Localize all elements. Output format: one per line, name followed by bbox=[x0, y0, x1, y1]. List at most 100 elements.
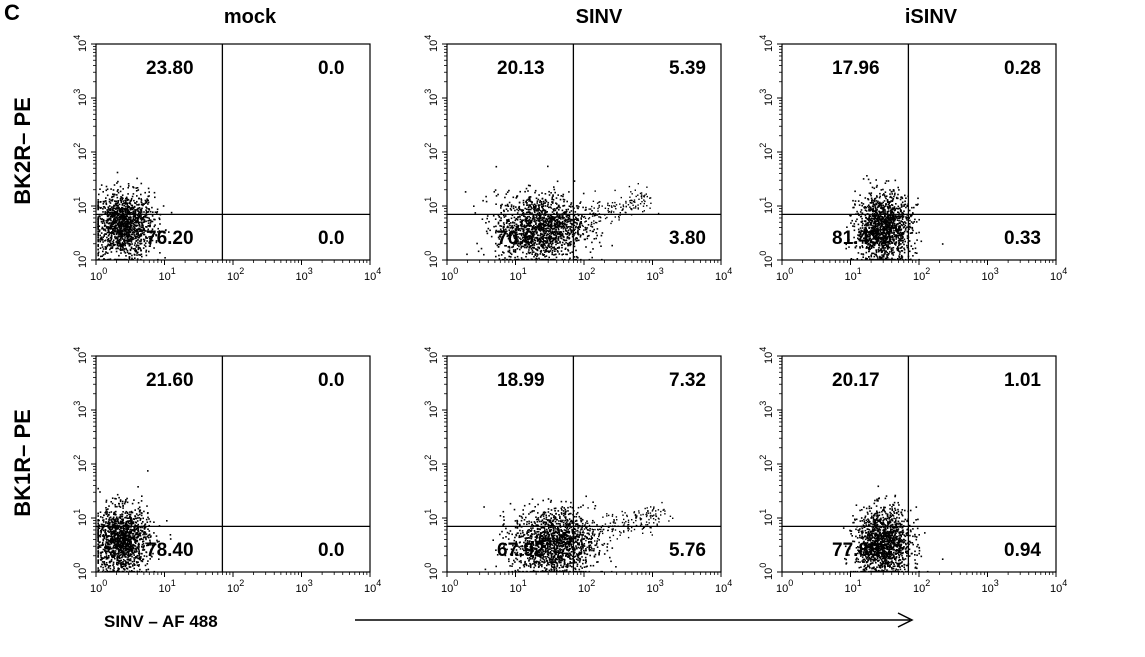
event-dot bbox=[136, 200, 138, 203]
event-dot bbox=[127, 220, 130, 223]
event-dot bbox=[625, 202, 627, 204]
event-dot bbox=[137, 212, 140, 215]
event-dot bbox=[112, 242, 115, 244]
event-dot bbox=[150, 231, 152, 234]
event-dot bbox=[485, 195, 487, 198]
event-dot bbox=[110, 219, 112, 222]
event-dot bbox=[892, 254, 895, 256]
event-dot bbox=[136, 232, 138, 234]
event-dot bbox=[555, 216, 558, 218]
event-dot bbox=[856, 210, 858, 213]
event-dot bbox=[145, 235, 147, 238]
event-dot bbox=[904, 240, 906, 243]
event-dot bbox=[529, 221, 531, 223]
event-dot bbox=[107, 239, 110, 241]
event-dot bbox=[912, 222, 914, 224]
event-dot bbox=[102, 220, 105, 223]
event-dot bbox=[146, 505, 148, 507]
event-dot bbox=[548, 232, 551, 235]
event-dot bbox=[116, 229, 119, 231]
event-dot bbox=[618, 219, 620, 221]
event-dot bbox=[517, 209, 520, 212]
event-dot bbox=[888, 228, 890, 231]
event-dot bbox=[117, 225, 120, 227]
event-dot bbox=[141, 224, 143, 227]
event-dot bbox=[885, 203, 887, 206]
event-dot bbox=[568, 220, 571, 222]
event-dot bbox=[862, 230, 864, 232]
event-dot bbox=[543, 247, 545, 249]
event-dot bbox=[880, 211, 883, 214]
event-dot bbox=[559, 206, 561, 209]
event-dot bbox=[881, 207, 883, 210]
event-dot bbox=[534, 207, 537, 209]
event-dot bbox=[893, 235, 896, 238]
event-dot bbox=[149, 219, 152, 222]
event-dot bbox=[519, 215, 521, 218]
event-dot bbox=[549, 235, 551, 237]
event-dot bbox=[531, 251, 534, 253]
event-dot bbox=[867, 198, 870, 201]
event-dot bbox=[124, 252, 127, 254]
event-dot bbox=[136, 244, 139, 247]
event-dot bbox=[113, 244, 115, 247]
event-dot bbox=[538, 194, 540, 196]
event-dot bbox=[124, 215, 127, 218]
event-dot bbox=[865, 251, 868, 254]
event-dot bbox=[516, 227, 518, 229]
event-dot bbox=[880, 221, 883, 224]
y-tick-label: 101 bbox=[758, 197, 775, 214]
event-dot bbox=[529, 245, 532, 247]
event-dot bbox=[854, 200, 857, 202]
event-dot bbox=[512, 231, 515, 234]
event-dot bbox=[901, 234, 903, 237]
event-dot bbox=[101, 238, 104, 240]
event-dot bbox=[531, 212, 533, 214]
event-dot bbox=[506, 203, 509, 206]
event-dot bbox=[886, 223, 889, 226]
event-dot bbox=[145, 206, 147, 208]
event-dot bbox=[131, 247, 133, 250]
event-dot bbox=[521, 210, 523, 212]
event-dot bbox=[566, 215, 569, 217]
event-dot bbox=[527, 184, 530, 187]
event-dot bbox=[117, 236, 120, 238]
event-dot bbox=[549, 225, 552, 227]
event-dot bbox=[567, 229, 570, 232]
event-dot bbox=[133, 234, 135, 236]
event-dot bbox=[877, 227, 879, 229]
event-dot bbox=[574, 221, 576, 224]
event-dot bbox=[543, 239, 545, 242]
event-dot bbox=[871, 205, 874, 208]
event-dot bbox=[870, 245, 872, 247]
event-dot bbox=[861, 227, 864, 229]
event-dot bbox=[883, 253, 885, 256]
event-dot bbox=[103, 219, 105, 222]
event-dot bbox=[110, 560, 113, 562]
event-dot bbox=[549, 228, 551, 231]
event-dot bbox=[889, 214, 892, 217]
event-dot bbox=[598, 201, 600, 203]
event-dot bbox=[886, 205, 889, 208]
event-dot bbox=[585, 228, 588, 231]
event-dot bbox=[893, 209, 896, 212]
event-dot bbox=[118, 231, 121, 233]
event-dot bbox=[502, 227, 505, 229]
event-dot bbox=[125, 233, 128, 235]
event-dot bbox=[97, 205, 99, 208]
event-dot bbox=[888, 202, 890, 205]
event-dot bbox=[542, 254, 544, 256]
event-dot bbox=[529, 220, 532, 222]
event-dot bbox=[542, 224, 545, 227]
event-dot bbox=[125, 226, 128, 229]
event-dot bbox=[866, 217, 868, 220]
event-dot bbox=[529, 222, 532, 225]
event-dot bbox=[114, 235, 116, 238]
event-dot bbox=[866, 247, 869, 249]
event-dot bbox=[608, 205, 610, 207]
event-dot bbox=[540, 203, 543, 206]
event-dot bbox=[640, 195, 643, 198]
event-dot bbox=[857, 237, 859, 240]
event-dot bbox=[515, 223, 518, 226]
event-dot bbox=[124, 239, 126, 242]
